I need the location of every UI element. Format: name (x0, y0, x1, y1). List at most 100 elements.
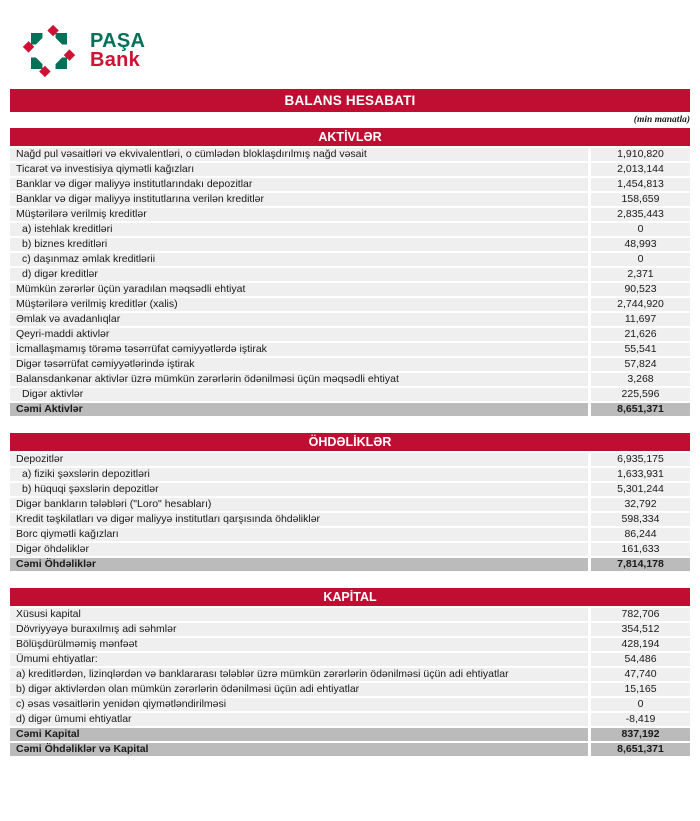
logo-text-bank: Bank (90, 49, 141, 71)
table-row: Müştərilərə verilmiş kreditlər (xalis) 2,… (10, 298, 690, 311)
row-value: 0 (591, 223, 690, 236)
table-row: Digər öhdəliklər 161,633 (10, 543, 690, 556)
row-value: 86,244 (591, 528, 690, 541)
row-label: Cəmi Kapital (10, 728, 588, 741)
row-value: 2,013,144 (591, 163, 690, 176)
balance-sheet-page: PAŞA Bank BALANS HESABATI (min manatla) … (0, 22, 700, 756)
table-row: Digər aktivlər 225,596 (10, 388, 690, 401)
row-label: d) digər kreditlər (10, 268, 588, 281)
logo-text-pasha: PAŞA (90, 30, 146, 53)
row-value: 1,910,820 (591, 148, 690, 161)
row-label: c) daşınmaz əmlak kreditlərii (10, 253, 588, 266)
row-label: b) biznes kreditləri (10, 238, 588, 251)
row-label: Banklar və digər maliyyə institutlarında… (10, 178, 588, 191)
table-row: Dövriyyəyə buraxılmış adi səhmlər 354,512 (10, 623, 690, 636)
row-label: Ticarət və investisiya qiymətli kağızlar… (10, 163, 588, 176)
table-row: Əmlak və avadanlıqlar 11,697 (10, 313, 690, 326)
table-row: Nağd pul vəsaitləri və ekvivalentləri, o… (10, 148, 690, 161)
section-header: ÖHDƏLİKLƏR (10, 433, 690, 451)
row-label: Digər təsərrüfat cəmiyyətlərində iştirak (10, 358, 588, 371)
table-row: b) hüquqi şəxslərin depozitlər 5,301,244 (10, 483, 690, 496)
table-row: Borc qiymətli kağızları 86,244 (10, 528, 690, 541)
row-value: 48,993 (591, 238, 690, 251)
row-value: 0 (591, 698, 690, 711)
row-value: 2,835,443 (591, 208, 690, 221)
table-row: Ticarət və investisiya qiymətli kağızlar… (10, 163, 690, 176)
sections: AKTİVLƏR Nağd pul vəsaitləri və ekvivalen… (10, 128, 690, 756)
total-row: Cəmi Öhdəliklər və Kapital 8,651,371 (10, 743, 690, 756)
table-row: Digər bankların tələbləri ("Loro" hesabl… (10, 498, 690, 511)
row-value: 598,334 (591, 513, 690, 526)
row-value: 428,194 (591, 638, 690, 651)
table-row: İcmallaşmamış törəmə təsərrüfat cəmiyyət… (10, 343, 690, 356)
row-label: Müştərilərə verilmiş kreditlər (10, 208, 588, 221)
row-value: 161,633 (591, 543, 690, 556)
row-label: Xüsusi kapital (10, 608, 588, 621)
row-value: -8,419 (591, 713, 690, 726)
table-row: Kredit təşkilatları və digər maliyyə ins… (10, 513, 690, 526)
table-row: Balansdankənar aktivlər üzrə mümkün zərə… (10, 373, 690, 386)
section-header: AKTİVLƏR (10, 128, 690, 146)
table-row: a) kreditlərdən, lizinqlərdən və banklar… (10, 668, 690, 681)
row-label: Ümumi ehtiyatlar: (10, 653, 588, 666)
row-value: 15,165 (591, 683, 690, 696)
row-value: 55,541 (591, 343, 690, 356)
row-label: Cəmi Öhdəliklər (10, 558, 588, 571)
table-row: Mümkün zərərlər üçün yaradılan məqsədli … (10, 283, 690, 296)
table-row: d) digər ümumi ehtiyatlar -8,419 (10, 713, 690, 726)
table-row: Ümumi ehtiyatlar: 54,486 (10, 653, 690, 666)
row-value: 5,301,244 (591, 483, 690, 496)
table-row: Banklar və digər maliyyə institutlarına … (10, 193, 690, 206)
section: ÖHDƏLİKLƏR Depozitlər 6,935,175 a) fiziki ş… (10, 433, 690, 571)
section: AKTİVLƏR Nağd pul vəsaitləri və ekvivalen… (10, 128, 690, 416)
row-value: 32,792 (591, 498, 690, 511)
row-label: b) hüquqi şəxslərin depozitlər (10, 483, 588, 496)
row-value: 8,651,371 (591, 743, 690, 756)
row-label: Depozitlər (10, 453, 588, 466)
bank-logo: PAŞA Bank (22, 22, 690, 80)
row-label: Əmlak və avadanlıqlar (10, 313, 588, 326)
row-value: 2,371 (591, 268, 690, 281)
total-row: Cəmi Öhdəliklər 7,814,178 (10, 558, 690, 571)
table-row: Xüsusi kapital 782,706 (10, 608, 690, 621)
row-label: c) əsas vəsaitlərin yenidən qiymətləndir… (10, 698, 588, 711)
row-label: Müştərilərə verilmiş kreditlər (xalis) (10, 298, 588, 311)
row-label: Borc qiymətli kağızları (10, 528, 588, 541)
row-label: Nağd pul vəsaitləri və ekvivalentləri, o… (10, 148, 588, 161)
table-row: Qeyri-maddi aktivlər 21,626 (10, 328, 690, 341)
row-value: 7,814,178 (591, 558, 690, 571)
row-label: Digər bankların tələbləri ("Loro" hesabl… (10, 498, 588, 511)
table-row: Digər təsərrüfat cəmiyyətlərində iştirak… (10, 358, 690, 371)
row-value: 3,268 (591, 373, 690, 386)
row-label: Dövriyyəyə buraxılmış adi səhmlər (10, 623, 588, 636)
row-value: 354,512 (591, 623, 690, 636)
row-label: Mümkün zərərlər üçün yaradılan məqsədli … (10, 283, 588, 296)
table-row: c) daşınmaz əmlak kreditlərii 0 (10, 253, 690, 266)
bank-logo-wordmark: PAŞA Bank (90, 30, 146, 71)
row-value: 8,651,371 (591, 403, 690, 416)
row-label: Cəmi Aktivlər (10, 403, 588, 416)
table-row: Banklar və digər maliyyə institutlarında… (10, 178, 690, 191)
row-value: 11,697 (591, 313, 690, 326)
row-value: 90,523 (591, 283, 690, 296)
unit-note: (min manatla) (633, 115, 690, 125)
table-row: a) istehlak kreditləri 0 (10, 223, 690, 236)
row-value: 1,454,813 (591, 178, 690, 191)
row-value: 0 (591, 253, 690, 266)
row-label: a) fiziki şəxslərin depozitləri (10, 468, 588, 481)
row-label: b) digər aktivlərdən olan mümkün zərərlə… (10, 683, 588, 696)
section-header: KAPİTAL (10, 588, 690, 606)
row-label: Digər aktivlər (10, 388, 588, 401)
row-value: 6,935,175 (591, 453, 690, 466)
row-label: Balansdankənar aktivlər üzrə mümkün zərə… (10, 373, 588, 386)
row-value: 54,486 (591, 653, 690, 666)
row-label: Digər öhdəliklər (10, 543, 588, 556)
row-label: İcmallaşmamış törəmə təsərrüfat cəmiyyət… (10, 343, 588, 356)
row-label: Qeyri-maddi aktivlər (10, 328, 588, 341)
row-value: 57,824 (591, 358, 690, 371)
section: KAPİTAL Xüsusi kapital 782,706 Dövriyyəyə b… (10, 588, 690, 756)
row-value: 1,633,931 (591, 468, 690, 481)
table-row: b) digər aktivlərdən olan mümkün zərərlə… (10, 683, 690, 696)
row-value: 2,744,920 (591, 298, 690, 311)
row-value: 47,740 (591, 668, 690, 681)
